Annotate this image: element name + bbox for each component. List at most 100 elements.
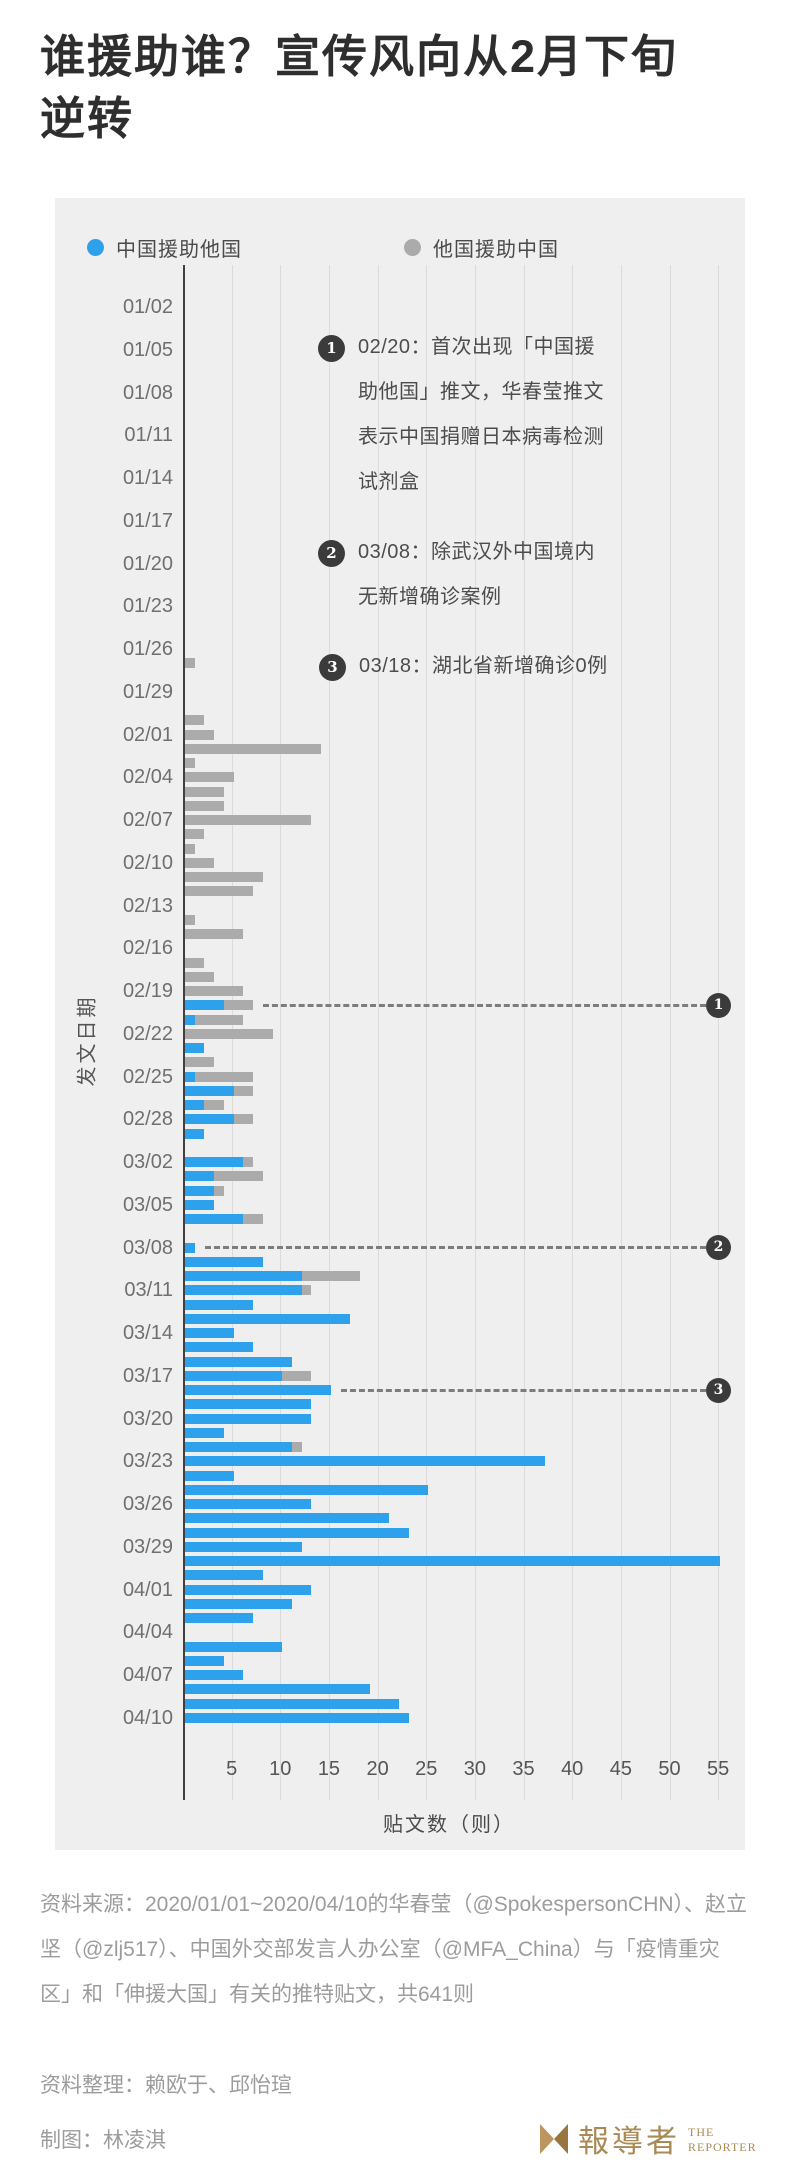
- bar-others-aid-china: [185, 1028, 273, 1039]
- source-credit: 资料来源：2020/01/01~2020/04/10的华春莹（@Spokespe…: [40, 1893, 748, 2006]
- bar-others-aid-china: [185, 986, 244, 996]
- gridline: [474, 265, 476, 1800]
- legend-label-china: 中国援助他国: [116, 238, 242, 261]
- bar-others-aid-china: [185, 872, 263, 882]
- bar-china-aid-others: [185, 1470, 234, 1481]
- gridline: [620, 265, 622, 1800]
- bar-others-aid-china: [214, 1171, 263, 1182]
- bar-china-aid-others: [185, 1071, 195, 1082]
- bar-china-aid-others: [185, 1043, 205, 1053]
- bar-others-aid-china: [292, 1442, 302, 1452]
- editors-credit: 资料整理：赖欧于、邱怡瑄: [40, 2074, 292, 2097]
- y-tick-label: 03/26: [122, 1493, 173, 1515]
- y-tick-label: 04/01: [122, 1578, 173, 1601]
- logo-english-text: THE REPORTER: [688, 2124, 757, 2154]
- y-tick-label: 02/16: [122, 937, 173, 960]
- annotation-2-text: 03/08：除武汉外中国境内 无新增确诊案例: [358, 541, 596, 608]
- y-tick-label: 01/05: [122, 338, 173, 361]
- chart-panel: 中国援助他国 他国援助中国 01/02 01/05 01/08 01/11 01/14 0…: [55, 198, 745, 1850]
- bar-others-aid-china: [233, 1114, 254, 1125]
- bar-china-aid-others: [185, 1000, 224, 1011]
- bar-others-aid-china: [185, 957, 205, 968]
- y-tick-label: 03/08: [122, 1236, 173, 1259]
- bar-china-aid-others: [185, 1313, 351, 1324]
- bar-others-aid-china: [233, 1085, 254, 1096]
- bar-others-aid-china: [185, 815, 312, 825]
- y-tick-label: 03/23: [122, 1450, 173, 1473]
- y-tick-label: 02/04: [122, 766, 173, 789]
- bar-others-aid-china: [204, 1100, 224, 1110]
- annotation-dashed-line: [204, 1246, 706, 1249]
- bar-others-aid-china: [185, 758, 195, 768]
- bar-others-aid-china: [185, 829, 205, 840]
- page-title: 谁援助谁？宣传风向从2月下旬 逆转: [40, 31, 679, 144]
- gridline: [377, 265, 379, 1800]
- annotation-marker-circle: 2: [706, 1235, 731, 1260]
- y-tick-label: 02/13: [122, 894, 173, 917]
- legend-item-others: 他国援助中国: [404, 236, 559, 261]
- y-tick-label: 01/23: [122, 595, 173, 618]
- annotation-1-text: 02/20：首次出现「中国援 助他国」推文，华春莹推文 表示中国捐赠日本病毒检测…: [358, 336, 604, 493]
- bar-china-aid-others: [185, 1484, 429, 1495]
- x-tick-label: 50: [658, 1758, 681, 1780]
- x-tick-label: 5: [226, 1758, 238, 1780]
- bar-china-aid-others: [185, 1684, 370, 1695]
- y-tick-label: 01/02: [122, 296, 173, 318]
- y-tick-label: 01/26: [122, 638, 173, 660]
- x-axis-title: 贴文数（则）: [383, 1814, 515, 1836]
- gridline: [280, 265, 282, 1800]
- bar-china-aid-others: [185, 1456, 545, 1467]
- bar-china-aid-others: [185, 1570, 263, 1581]
- y-tick-label: 03/20: [122, 1407, 173, 1430]
- annotation-3-number-badge: 3: [319, 654, 346, 681]
- bar-others-aid-china: [185, 800, 224, 811]
- bar-china-aid-others: [185, 1085, 234, 1096]
- y-tick-label: 01/11: [124, 424, 173, 447]
- annotation-2-number-badge: 2: [318, 540, 345, 567]
- bar-others-aid-china: [185, 772, 234, 783]
- y-tick-label: 02/25: [122, 1065, 173, 1088]
- bar-china-aid-others: [185, 1256, 263, 1267]
- annotation-3-text: 03/18：湖北省新增确诊0例: [359, 655, 608, 677]
- bar-china-aid-others: [185, 1584, 312, 1595]
- bar-china-aid-others: [185, 1171, 215, 1182]
- bar-others-aid-china: [243, 1214, 263, 1224]
- legend-label-others: 他国援助中国: [433, 238, 559, 261]
- bar-others-aid-china: [185, 786, 224, 797]
- y-tick-label: 02/22: [122, 1022, 173, 1045]
- bar-china-aid-others: [185, 1641, 283, 1652]
- y-tick-label: 03/11: [124, 1279, 173, 1302]
- the-reporter-logo: 報導者 THE REPORTER: [540, 2116, 757, 2161]
- bar-others-aid-china: [185, 743, 322, 754]
- bar-others-aid-china: [185, 914, 195, 925]
- bar-others-aid-china: [223, 1000, 254, 1011]
- bar-china-aid-others: [185, 1655, 224, 1666]
- annotation-marker-circle: 3: [706, 1377, 731, 1403]
- legend-dot-blue-icon: [87, 238, 104, 256]
- y-tick-label: 03/29: [122, 1535, 173, 1558]
- x-tick-label: 15: [317, 1758, 341, 1780]
- bar-china-aid-others: [185, 1100, 205, 1110]
- bar-china-aid-others: [185, 1556, 721, 1566]
- bar-china-aid-others: [185, 1513, 390, 1524]
- bar-china-aid-others: [185, 1157, 244, 1167]
- x-tick-label: 35: [512, 1758, 535, 1780]
- bar-china-aid-others: [185, 1356, 293, 1367]
- y-tick-label: 03/17: [122, 1364, 173, 1387]
- bar-others-aid-china: [185, 729, 215, 740]
- x-tick-label: 55: [707, 1758, 730, 1780]
- x-tick-label: 25: [415, 1758, 438, 1780]
- graphics-credit: 制图：林凌淇: [40, 2129, 166, 2152]
- x-tick-label: 40: [561, 1758, 584, 1780]
- bar-china-aid-others: [185, 1499, 312, 1509]
- gridline: [718, 265, 720, 1800]
- bar-china-aid-others: [185, 1413, 312, 1424]
- bar-china-aid-others: [185, 1214, 244, 1224]
- bar-others-aid-china: [301, 1285, 312, 1296]
- y-tick-label: 02/01: [122, 723, 173, 746]
- y-tick-label: 02/07: [122, 809, 173, 831]
- x-tick-label: 10: [269, 1758, 292, 1780]
- bar-china-aid-others: [185, 1399, 312, 1410]
- y-tick-label: 01/08: [122, 381, 173, 404]
